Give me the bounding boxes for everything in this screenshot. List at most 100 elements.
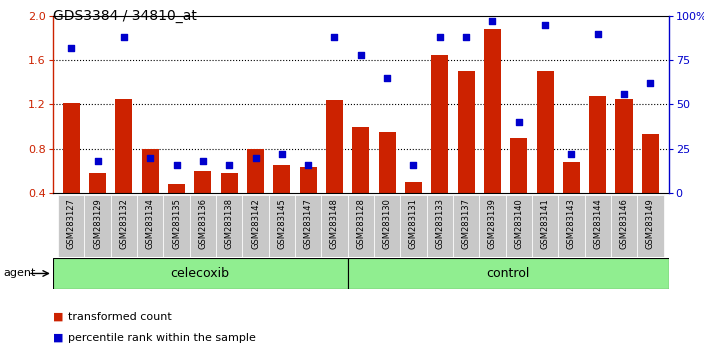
Bar <box>458 71 474 237</box>
Point <box>382 75 393 81</box>
Bar <box>584 195 611 257</box>
Bar <box>326 100 343 237</box>
Text: GSM283128: GSM283128 <box>356 198 365 249</box>
Bar <box>53 258 348 289</box>
Text: GSM283131: GSM283131 <box>409 198 418 249</box>
Point <box>566 151 577 157</box>
Text: GSM283136: GSM283136 <box>199 198 208 249</box>
Text: GSM283142: GSM283142 <box>251 198 260 249</box>
Bar <box>247 149 264 237</box>
Bar <box>405 182 422 237</box>
Bar <box>558 195 584 257</box>
Point <box>460 34 472 40</box>
Point <box>276 151 287 157</box>
Point <box>486 18 498 24</box>
Bar <box>611 195 637 257</box>
Bar <box>637 195 664 257</box>
Point <box>355 52 366 58</box>
Text: GSM283133: GSM283133 <box>435 198 444 249</box>
Bar <box>194 171 211 237</box>
Point <box>408 162 419 167</box>
Text: GDS3384 / 34810_at: GDS3384 / 34810_at <box>53 9 196 23</box>
Point <box>144 155 156 160</box>
Text: GSM283147: GSM283147 <box>303 198 313 249</box>
Bar <box>273 165 290 237</box>
Text: GSM283132: GSM283132 <box>120 198 128 249</box>
Text: GSM283137: GSM283137 <box>462 198 470 249</box>
Bar <box>401 195 427 257</box>
Point <box>118 34 130 40</box>
Text: GSM283145: GSM283145 <box>277 198 287 249</box>
Bar <box>220 173 238 237</box>
Text: percentile rank within the sample: percentile rank within the sample <box>68 333 256 343</box>
Text: GSM283138: GSM283138 <box>225 198 234 249</box>
Bar <box>484 29 501 237</box>
Bar <box>348 195 374 257</box>
Text: GSM283144: GSM283144 <box>593 198 602 249</box>
Text: agent: agent <box>4 268 36 279</box>
Bar <box>89 173 106 237</box>
Point <box>618 91 629 97</box>
Point <box>65 45 77 51</box>
Bar <box>58 195 84 257</box>
Point <box>250 155 261 160</box>
Bar <box>352 127 370 237</box>
Point <box>92 158 103 164</box>
Bar <box>142 149 159 237</box>
Point <box>434 34 446 40</box>
Text: celecoxib: celecoxib <box>170 267 230 280</box>
Point <box>329 34 340 40</box>
Bar <box>321 195 348 257</box>
Bar <box>479 195 505 257</box>
Point <box>224 162 235 167</box>
Bar <box>432 55 448 237</box>
Bar <box>168 184 185 237</box>
Bar <box>300 167 317 237</box>
Bar <box>453 195 479 257</box>
Bar <box>536 71 553 237</box>
Text: GSM283141: GSM283141 <box>541 198 550 249</box>
Text: ■: ■ <box>53 333 63 343</box>
Bar <box>427 195 453 257</box>
Text: ■: ■ <box>53 312 63 322</box>
Bar <box>295 195 321 257</box>
Bar <box>615 99 633 237</box>
Bar <box>505 195 532 257</box>
Point <box>303 162 314 167</box>
Text: GSM283148: GSM283148 <box>330 198 339 249</box>
Bar <box>216 195 242 257</box>
Bar <box>63 103 80 237</box>
Text: GSM283139: GSM283139 <box>488 198 497 249</box>
Bar <box>348 258 669 289</box>
Text: GSM283149: GSM283149 <box>646 198 655 249</box>
Point <box>197 158 208 164</box>
Bar <box>589 96 606 237</box>
Bar <box>115 99 132 237</box>
Bar <box>269 195 295 257</box>
Bar <box>510 138 527 237</box>
Point <box>592 31 603 36</box>
Text: GSM283130: GSM283130 <box>383 198 391 249</box>
Point <box>171 162 182 167</box>
Point <box>645 80 656 86</box>
Text: GSM283143: GSM283143 <box>567 198 576 249</box>
Text: transformed count: transformed count <box>68 312 172 322</box>
Bar <box>137 195 163 257</box>
Bar <box>163 195 189 257</box>
Text: GSM283140: GSM283140 <box>514 198 523 249</box>
Text: GSM283146: GSM283146 <box>620 198 629 249</box>
Bar <box>189 195 216 257</box>
Bar <box>242 195 269 257</box>
Bar <box>374 195 401 257</box>
Text: GSM283127: GSM283127 <box>67 198 76 249</box>
Bar <box>379 132 396 237</box>
Bar <box>642 134 659 237</box>
Bar <box>84 195 111 257</box>
Text: GSM283135: GSM283135 <box>172 198 181 249</box>
Bar <box>111 195 137 257</box>
Text: control: control <box>486 267 530 280</box>
Text: GSM283129: GSM283129 <box>93 198 102 249</box>
Point <box>513 119 524 125</box>
Bar <box>532 195 558 257</box>
Text: GSM283134: GSM283134 <box>146 198 155 249</box>
